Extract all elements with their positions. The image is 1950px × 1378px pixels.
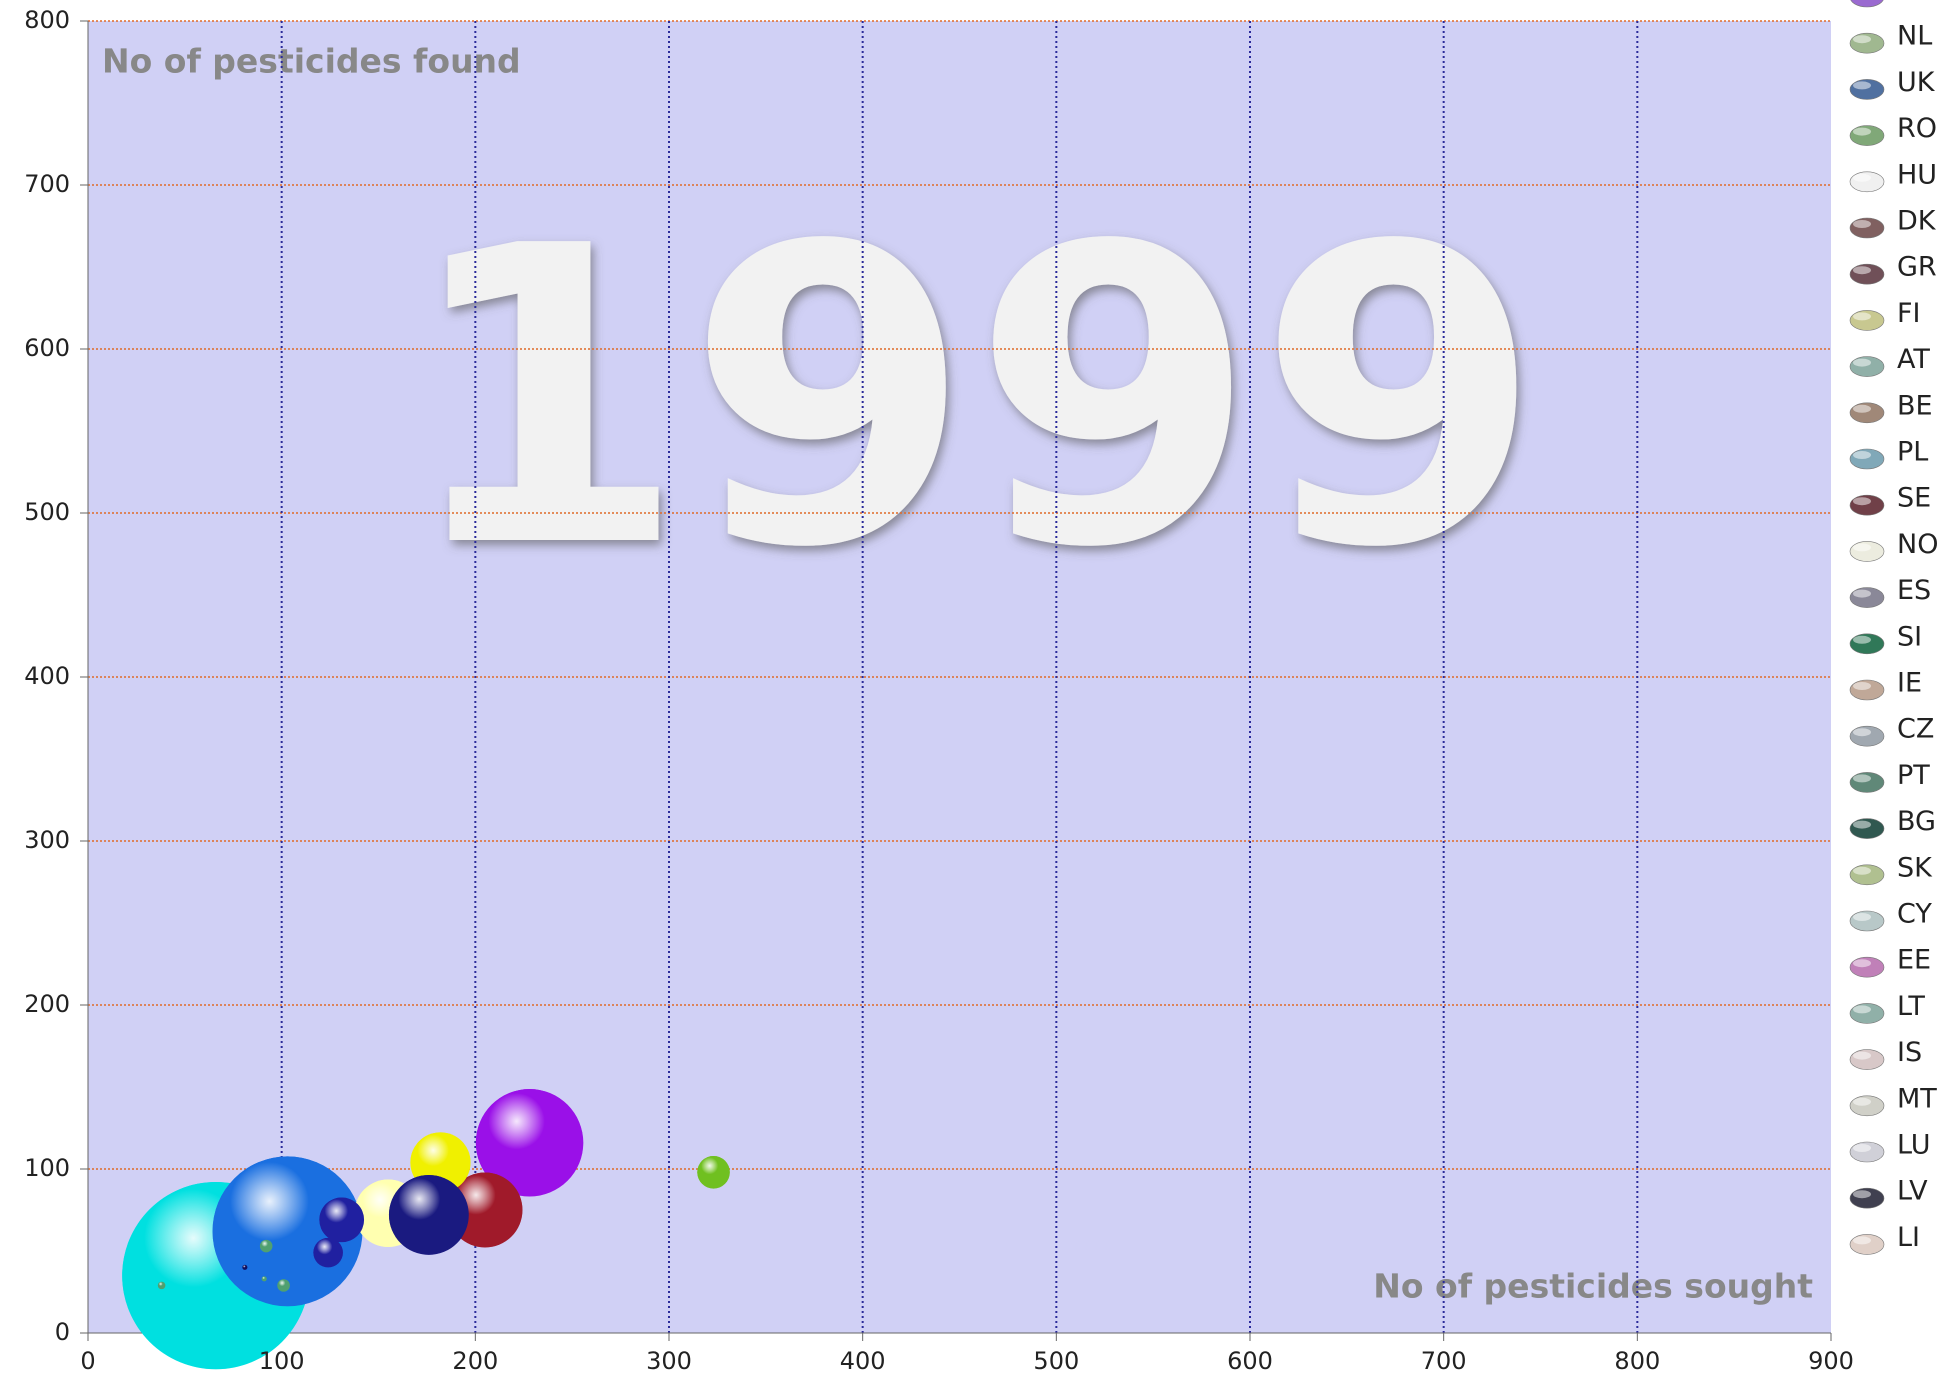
legend-label: AT xyxy=(1897,344,1930,375)
x-axis-title: No of pesticides sought xyxy=(1373,1267,1813,1306)
legend-marker-shine xyxy=(1853,312,1871,321)
legend-marker-shine xyxy=(1853,173,1871,182)
year-label: 1999 xyxy=(401,159,1542,637)
legend-label: EE xyxy=(1897,945,1931,976)
legend-label: SE xyxy=(1897,483,1931,514)
legend-marker-shine xyxy=(1853,959,1871,968)
legend-label: SI xyxy=(1897,621,1922,652)
x-tick-label: 400 xyxy=(840,1347,886,1375)
legend-label: GR xyxy=(1897,252,1937,283)
bubble-shade xyxy=(697,1155,730,1189)
legend-marker-shine xyxy=(1853,1144,1871,1152)
legend-marker xyxy=(1850,0,1884,8)
legend-label: NL xyxy=(1897,21,1932,52)
y-tick-label: 800 xyxy=(24,6,70,34)
legend-marker-shine xyxy=(1853,682,1871,690)
y-tick-label: 400 xyxy=(24,662,70,690)
legend-marker-shine xyxy=(1853,35,1871,44)
y-tick-label: 500 xyxy=(24,498,70,526)
bubble-shade xyxy=(212,1156,363,1307)
legend-marker-shine xyxy=(1853,866,1871,875)
x-tick-label: 700 xyxy=(1421,1347,1467,1375)
legend-marker-shine xyxy=(1853,127,1871,136)
y-axis-title: No of pesticides found xyxy=(102,42,521,81)
y-tick-label: 0 xyxy=(55,1318,70,1346)
legend-marker-shine xyxy=(1853,820,1871,829)
y-tick-label: 100 xyxy=(24,1154,70,1182)
y-tick-label: 700 xyxy=(24,170,70,198)
bubble-shade xyxy=(313,1237,343,1268)
legend-label: LI xyxy=(1897,1222,1920,1253)
legend-marker-shine xyxy=(1853,1051,1871,1060)
legend-label: MT xyxy=(1897,1083,1937,1114)
legend-label: BE xyxy=(1897,390,1933,421)
x-tick-label: 300 xyxy=(646,1347,692,1375)
x-tick-label: 100 xyxy=(259,1347,305,1375)
y-tick-label: 600 xyxy=(24,334,70,362)
bubble-shade xyxy=(277,1279,290,1292)
legend-label: ES xyxy=(1897,575,1931,606)
bubble-shade xyxy=(157,1281,166,1290)
legend-marker-shine xyxy=(1853,635,1871,644)
legend-label: FI xyxy=(1897,298,1921,329)
legend-marker-shine xyxy=(1853,1097,1871,1106)
x-tick-label: 800 xyxy=(1614,1347,1660,1375)
legend-label: NO xyxy=(1897,529,1938,560)
x-tick-label: 600 xyxy=(1227,1347,1273,1375)
bubble-shade xyxy=(259,1239,273,1253)
legend-marker-shine xyxy=(1853,543,1871,552)
bubble-shade xyxy=(388,1175,469,1255)
legend-label: SK xyxy=(1897,852,1933,883)
legend-label: CY xyxy=(1897,899,1932,930)
legend-label: IS xyxy=(1897,1037,1922,1068)
x-tick-label: 0 xyxy=(80,1347,95,1375)
legend-marker-shine xyxy=(1853,1005,1871,1014)
bubble-shade xyxy=(475,1089,584,1197)
y-tick-label: 200 xyxy=(24,990,70,1018)
legend-label: CZ xyxy=(1897,714,1934,745)
bubble-shade xyxy=(242,1264,248,1270)
legend-marker-shine xyxy=(1853,774,1871,783)
legend-label: FR xyxy=(1897,0,1931,6)
legend-marker-shine xyxy=(1853,266,1871,275)
legend-marker-shine xyxy=(1853,589,1871,598)
legend-label: IE xyxy=(1897,668,1922,699)
x-tick-label: 200 xyxy=(452,1347,498,1375)
legend-marker-shine xyxy=(1853,1190,1871,1199)
legend-label: HU xyxy=(1897,159,1937,190)
x-tick-label: 500 xyxy=(1033,1347,1079,1375)
bubble-shade xyxy=(319,1197,365,1243)
legend-marker-shine xyxy=(1853,728,1871,737)
legend-label: LU xyxy=(1897,1130,1930,1161)
legend-marker-shine xyxy=(1853,220,1871,228)
x-tick-label: 900 xyxy=(1808,1347,1854,1375)
legend-marker-shine xyxy=(1853,913,1871,921)
legend-marker-shine xyxy=(1853,404,1871,413)
bubble-shade xyxy=(261,1276,267,1282)
legend-marker-shine xyxy=(1853,451,1871,459)
legend-label: PT xyxy=(1897,760,1930,791)
legend-marker-shine xyxy=(1853,81,1871,90)
legend-marker-shine xyxy=(1853,1236,1871,1245)
legend-label: LT xyxy=(1897,991,1925,1022)
legend-label: BG xyxy=(1897,806,1936,837)
legend-label: RO xyxy=(1897,113,1937,144)
bubble-shade xyxy=(447,1172,523,1248)
legend-marker-shine xyxy=(1853,358,1871,367)
legend-label: DK xyxy=(1897,206,1937,237)
y-tick-label: 300 xyxy=(24,826,70,854)
legend-label: LV xyxy=(1897,1176,1928,1207)
legend-marker-shine xyxy=(1853,497,1871,506)
legend-label: PL xyxy=(1897,437,1928,468)
legend-label: UK xyxy=(1897,67,1936,98)
